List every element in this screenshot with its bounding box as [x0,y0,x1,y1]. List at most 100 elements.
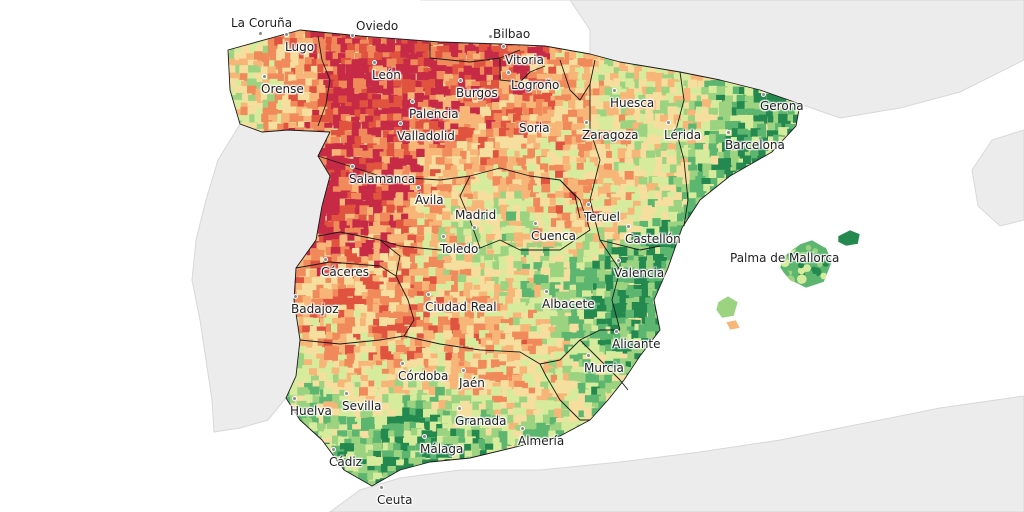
municipality-cell [542,295,552,306]
municipality-cell [736,247,748,257]
municipality-cell [785,424,797,433]
municipality-cell [562,204,572,214]
municipality-cell [582,296,591,308]
municipality-cell [563,228,575,238]
municipality-cell [354,241,366,252]
municipality-cell [333,205,343,216]
municipality-cell [506,366,516,377]
municipality-cell [625,309,635,318]
municipality-cell [599,248,608,257]
municipality-cell [627,429,637,440]
municipality-cell [736,101,748,112]
municipality-cell [690,366,701,375]
municipality-cell [562,365,573,374]
municipality-cell [631,423,643,432]
municipality-cell [682,73,694,82]
municipality-cell [499,46,508,56]
municipality-cell [759,205,768,214]
municipality-cell [631,409,640,420]
municipality-cell [324,148,334,158]
municipality-cell [319,50,329,60]
municipality-cell [444,163,454,175]
municipality-cell [653,72,664,82]
municipality-cell [611,428,623,439]
municipality-cell [330,415,339,424]
municipality-cell [612,234,622,245]
municipality-cell [304,353,313,363]
municipality-cell [492,66,501,76]
municipality-cell [409,345,421,354]
municipality-cell [346,253,357,263]
municipality-cell [295,283,305,294]
municipality-cell [729,247,740,257]
municipality-cell [803,369,811,378]
municipality-cell [576,162,585,172]
municipality-cell [778,127,789,136]
municipality-cell [626,304,638,315]
municipality-cell [463,163,474,173]
municipality-cell [610,395,621,405]
municipality-cell [556,38,568,48]
municipality-cell [358,58,370,67]
municipality-cell [499,365,509,375]
municipality-cell [493,30,502,34]
municipality-cell [540,163,549,173]
municipality-cell [443,269,453,279]
municipality-cell [639,100,651,112]
municipality-cell [274,92,285,104]
municipality-cell [731,338,742,348]
municipality-cell [759,365,770,375]
municipality-cell [730,400,741,411]
municipality-cell [492,330,503,341]
municipality-cell [528,379,537,391]
municipality-cell [689,263,699,272]
municipality-cell [702,310,710,321]
municipality-cell [500,191,509,202]
municipality-cell [471,219,481,230]
municipality-cell [659,324,670,334]
municipality-cell [431,249,442,260]
municipality-cell [687,79,697,90]
municipality-cell [625,185,634,195]
municipality-cell [459,212,471,224]
municipality-cell [360,346,371,355]
municipality-cell [491,359,500,369]
municipality-cell [781,339,792,348]
municipality-cell [338,212,349,223]
municipality-cell [773,180,782,190]
municipality-cell [340,43,352,53]
municipality-cell [487,298,496,307]
municipality-cell [792,212,800,223]
municipality-cell [689,179,701,191]
municipality-cell [451,275,460,287]
municipality-cell [261,53,270,63]
municipality-cell [632,122,644,132]
municipality-cell [506,176,515,186]
municipality-cell [373,199,382,210]
municipality-cell [794,106,800,117]
municipality-cell [701,291,713,302]
municipality-cell [346,148,356,157]
municipality-cell [499,141,511,152]
municipality-cell [589,66,599,78]
municipality-cell [689,186,698,196]
municipality-cell [709,148,719,158]
municipality-cell [695,128,706,139]
municipality-cell [661,66,672,77]
municipality-cell [612,345,622,356]
municipality-cell [330,403,342,412]
municipality-cell [473,302,482,313]
municipality-cell [466,298,475,309]
municipality-cell [449,248,459,259]
municipality-cell [781,101,791,112]
municipality-cell [330,172,341,181]
municipality-cell [744,86,755,97]
municipality-cell [598,354,609,364]
municipality-cell [493,185,503,196]
municipality-cell [631,396,641,407]
municipality-cell [473,318,483,329]
municipality-cell [463,206,473,216]
municipality-cell [548,66,557,75]
municipality-cell [492,337,501,346]
